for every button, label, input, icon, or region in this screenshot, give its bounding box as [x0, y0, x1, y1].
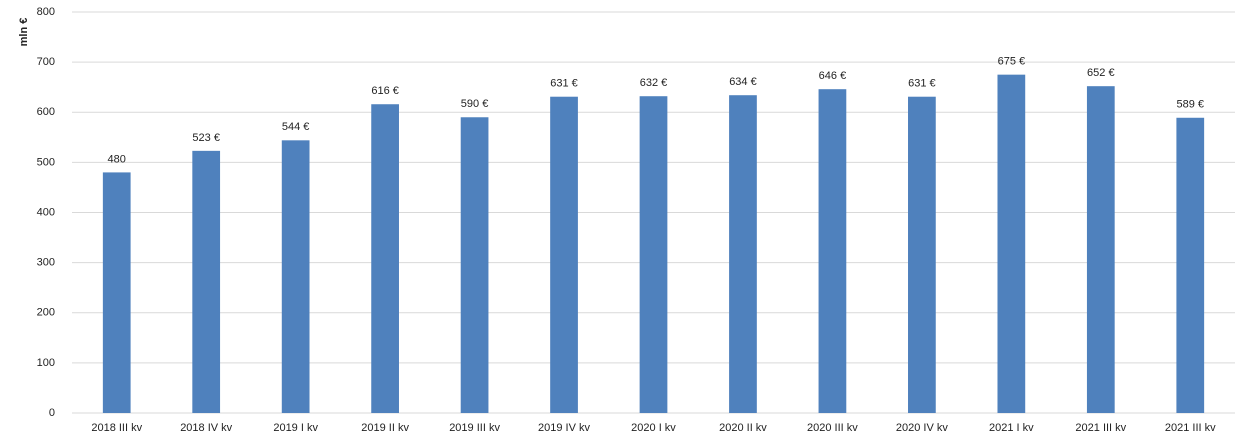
bar [550, 96, 578, 414]
y-axis-title: mln € [18, 18, 30, 47]
data-label: 646 € [819, 70, 847, 82]
y-tick-label: 200 [37, 307, 55, 319]
data-label: 675 € [998, 56, 1026, 68]
bar [1176, 117, 1205, 414]
bar [818, 89, 847, 413]
y-tick-label: 600 [37, 106, 55, 118]
data-label: 590 € [461, 98, 489, 110]
data-label: 616 € [371, 85, 399, 97]
data-label: 631 € [550, 78, 578, 90]
x-tick-label: 2020 IV kv [896, 422, 948, 434]
x-tick-label: 2019 IV kv [538, 422, 590, 434]
bar [729, 95, 757, 414]
data-label: 523 € [192, 132, 220, 144]
bar [460, 117, 489, 413]
y-tick-label: 300 [37, 257, 55, 269]
x-tick-label: 2019 III kv [449, 422, 500, 434]
x-tick-label: 2021 III kv [1165, 422, 1216, 434]
y-tick-label: 400 [37, 206, 55, 218]
bar [192, 150, 221, 413]
x-tick-label: 2019 I kv [273, 422, 318, 434]
data-label: 589 € [1177, 99, 1205, 111]
x-tick-label: 2020 I kv [631, 422, 676, 434]
bar [371, 104, 399, 413]
y-tick-label: 100 [37, 357, 55, 369]
x-tick-label: 2021 III kv [1075, 422, 1126, 434]
bar [908, 96, 936, 414]
bar [102, 172, 131, 413]
x-tick-label: 2019 II kv [361, 422, 409, 434]
bar [639, 96, 668, 414]
bar [1086, 86, 1115, 413]
data-label: 632 € [640, 77, 668, 89]
x-tick-label: 2020 III kv [807, 422, 858, 434]
data-label: 634 € [729, 76, 757, 88]
y-tick-label: 700 [37, 56, 55, 68]
x-tick-label: 2018 III kv [91, 422, 142, 434]
bar [997, 74, 1026, 413]
x-tick-label: 2018 IV kv [180, 422, 232, 434]
y-tick-label: 0 [49, 407, 55, 419]
x-tick-label: 2020 II kv [719, 422, 767, 434]
y-tick-label: 500 [37, 156, 55, 168]
data-label: 652 € [1087, 67, 1115, 79]
data-label: 480 [108, 153, 126, 165]
y-tick-label: 800 [37, 6, 55, 18]
bar [281, 140, 310, 413]
x-tick-label: 2021 I kv [989, 422, 1034, 434]
data-label: 544 € [282, 121, 310, 133]
data-label: 631 € [908, 78, 936, 90]
